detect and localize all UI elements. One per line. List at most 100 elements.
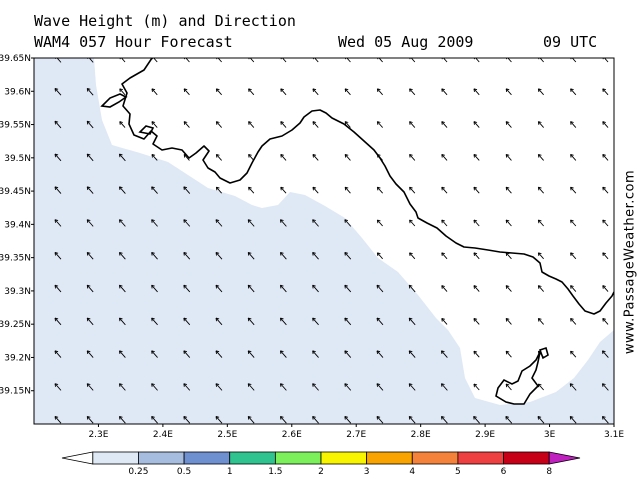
lon-tick-label: 2.3E — [88, 430, 108, 440]
wave-direction-arrow-icon — [473, 383, 480, 391]
wave-direction-arrow-icon — [344, 121, 351, 128]
wave-direction-arrow-icon — [119, 121, 126, 128]
legend-color-swatch — [411, 451, 459, 465]
wave-direction-arrow-icon — [408, 383, 416, 391]
wave-direction-arrow-icon — [473, 285, 480, 292]
wave-direction-arrow-icon — [118, 415, 126, 424]
wave-direction-arrow-icon — [151, 284, 158, 293]
wave-direction-arrow-icon — [570, 121, 577, 128]
wave-direction-arrow-icon — [570, 350, 577, 358]
wave-direction-arrow-icon — [537, 121, 544, 128]
wave-direction-arrow-icon — [151, 350, 158, 358]
legend-color-swatch — [138, 451, 185, 465]
wave-direction-arrow-icon — [602, 58, 609, 63]
wave-direction-arrow-icon — [602, 317, 609, 325]
wave-direction-arrow-icon — [537, 88, 544, 96]
wave-direction-arrow-icon — [247, 415, 255, 424]
wave-direction-arrow-icon — [216, 58, 222, 63]
wave-direction-arrow-icon — [537, 383, 544, 391]
wave-direction-arrow-icon — [602, 252, 609, 260]
wave-direction-arrow-icon — [183, 186, 191, 194]
wave-direction-arrow-icon — [441, 252, 448, 260]
wave-direction-arrow-icon — [601, 415, 609, 424]
wave-direction-arrow-icon — [54, 219, 62, 227]
wave-direction-arrow-icon — [441, 58, 448, 63]
legend-label: 4 — [409, 467, 415, 477]
wave-direction-arrow-icon — [570, 88, 577, 96]
wave-direction-arrow-icon — [248, 186, 255, 194]
wave-direction-arrow-icon — [54, 350, 62, 358]
wave-direction-arrow-icon — [408, 317, 416, 326]
wave-direction-arrow-icon — [151, 317, 158, 326]
wave-direction-arrow-icon — [601, 350, 609, 358]
wave-direction-arrow-icon — [602, 285, 609, 292]
wave-direction-arrow-icon — [537, 285, 544, 292]
wave-direction-arrow-icon — [280, 88, 287, 96]
wave-direction-arrow-icon — [86, 383, 94, 391]
lon-tick-label: 2.7E — [346, 430, 366, 440]
wave-direction-arrow-icon — [537, 219, 544, 227]
wave-direction-arrow-icon — [409, 121, 416, 128]
wave-direction-arrow-icon — [279, 284, 287, 293]
wave-direction-arrow-icon — [602, 153, 609, 161]
wave-direction-arrow-icon — [505, 88, 512, 96]
wave-direction-arrow-icon — [151, 219, 158, 227]
legend-color-swatch — [320, 451, 368, 465]
wave-direction-arrow-icon — [215, 121, 222, 128]
map-area — [34, 58, 614, 424]
wave-direction-arrow-icon — [312, 317, 319, 326]
wave-direction-arrow-icon — [312, 186, 319, 194]
wave-direction-arrow-icon — [441, 121, 448, 128]
wave-direction-arrow-icon — [215, 284, 223, 293]
wave-direction-arrow-icon — [247, 219, 255, 227]
wave-direction-arrow-icon — [569, 415, 577, 424]
map-frame — [33, 57, 615, 425]
island-icon — [495, 351, 541, 405]
wave-direction-arrow-icon — [602, 121, 609, 128]
wave-direction-arrow-icon — [247, 284, 255, 293]
wave-direction-arrow-icon — [151, 383, 158, 391]
wave-direction-arrow-icon — [409, 219, 416, 227]
lat-tick-label: 39.2N — [4, 353, 31, 363]
wave-direction-arrow-icon — [183, 88, 190, 96]
wave-direction-arrow-icon — [312, 219, 319, 227]
wave-direction-arrow-icon — [280, 121, 287, 128]
wave-direction-arrow-icon — [344, 251, 352, 260]
lon-tick-label: 2.9E — [475, 430, 495, 440]
wave-direction-arrow-icon — [602, 186, 609, 194]
longitude-axis: 2.3E 2.4E 2.5E 2.6E 2.7E 2.8E 2.9E 3E 3.1E — [88, 424, 624, 440]
wave-direction-arrow-icon — [54, 87, 62, 96]
wave-direction-arrow-icon — [377, 58, 383, 63]
wave-direction-arrow-icon — [409, 88, 416, 96]
legend-color-swatch — [229, 451, 276, 465]
wave-direction-arrow-icon — [86, 251, 94, 260]
wave-direction-arrow-icon — [86, 120, 94, 129]
wave-direction-arrow-icon — [54, 186, 62, 194]
lat-tick-label: 39.65N — [0, 54, 31, 64]
wave-direction-arrow-icon — [570, 186, 577, 194]
wave-direction-arrow-icon — [54, 120, 62, 129]
lon-tick-label: 3.1E — [604, 430, 624, 440]
wave-direction-arrow-icon — [506, 58, 512, 63]
legend-label: 2 — [318, 467, 324, 477]
wave-direction-arrow-icon — [602, 219, 609, 227]
wave-direction-arrow-icon — [440, 415, 448, 424]
wave-direction-arrow-icon — [408, 284, 416, 293]
wave-direction-arrow-icon — [118, 219, 126, 227]
wave-direction-arrow-icon — [473, 350, 480, 358]
lat-tick-label: 39.4N — [4, 220, 31, 230]
wave-direction-arrow-icon — [441, 186, 448, 194]
wave-direction-arrow-icon — [215, 88, 222, 96]
wave-direction-arrow-icon — [54, 153, 62, 162]
legend-color-swatch — [457, 451, 504, 465]
wave-direction-arrow-icon — [54, 383, 62, 391]
wave-direction-arrow-icon — [505, 285, 512, 292]
lat-tick-label: 39.45N — [0, 187, 31, 197]
wave-direction-arrow-icon — [215, 153, 222, 161]
wave-direction-arrow-icon — [183, 350, 191, 358]
wave-direction-arrow-icon — [441, 317, 448, 325]
legend-color-swatch — [92, 451, 139, 465]
legend-high-end — [548, 451, 581, 465]
lat-tick-label: 39.5N — [4, 154, 31, 164]
wave-direction-arrow-icon — [409, 58, 416, 63]
